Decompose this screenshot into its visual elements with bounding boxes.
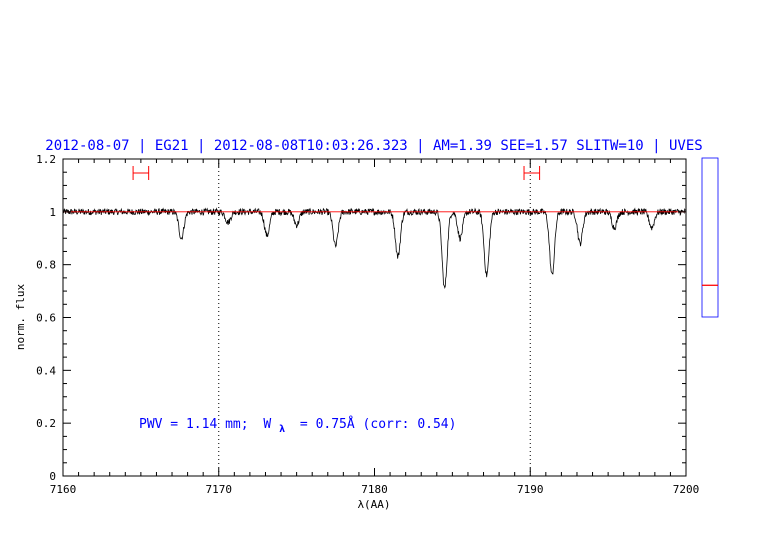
y-tick-label: 0: [49, 470, 56, 483]
x-tick-label: 7180: [361, 483, 388, 496]
continuum-window-marker: [523, 166, 541, 180]
plot-area: 7160 7170 7180 7190 7200 0 0.2 0.4 0.6 0.8 1 1.2: [36, 153, 699, 496]
continuum-window-marker: [132, 166, 150, 180]
y-tick-label: 0.6: [36, 312, 56, 325]
x-tick-label: 7170: [206, 483, 233, 496]
y-tick-label: 1: [49, 206, 56, 219]
y-tick-label: 0.2: [36, 417, 56, 430]
y-tick-label: 1.2: [36, 153, 56, 166]
x-tick-label: 7190: [517, 483, 544, 496]
indicator-panel: [701, 157, 719, 318]
pwv-text: PWV = 1.14 mm;: [139, 417, 249, 432]
x-tick-label: 7160: [50, 483, 77, 496]
w-symbol: W: [263, 417, 271, 432]
pwv-annotation: PWV = 1.14 mm; W λ = 0.75Å (corr: 0.54): [139, 416, 456, 436]
spectrum-line: [62, 207, 687, 289]
y-axis-label: norm. flux: [14, 284, 27, 351]
indicator-box: [701, 157, 719, 318]
chart-title: 2012-08-07 | EG21 | 2012-08-08T10:03:26.…: [45, 138, 702, 154]
x-axis-label: λ(AA): [357, 498, 390, 511]
y-tick-label: 0.8: [36, 259, 56, 272]
w-subscript: λ: [279, 424, 285, 435]
y-tick-label: 0.4: [36, 364, 56, 377]
x-tick-label: 7200: [673, 483, 700, 496]
w-value: = 0.75Å (corr: 0.54): [300, 416, 457, 432]
